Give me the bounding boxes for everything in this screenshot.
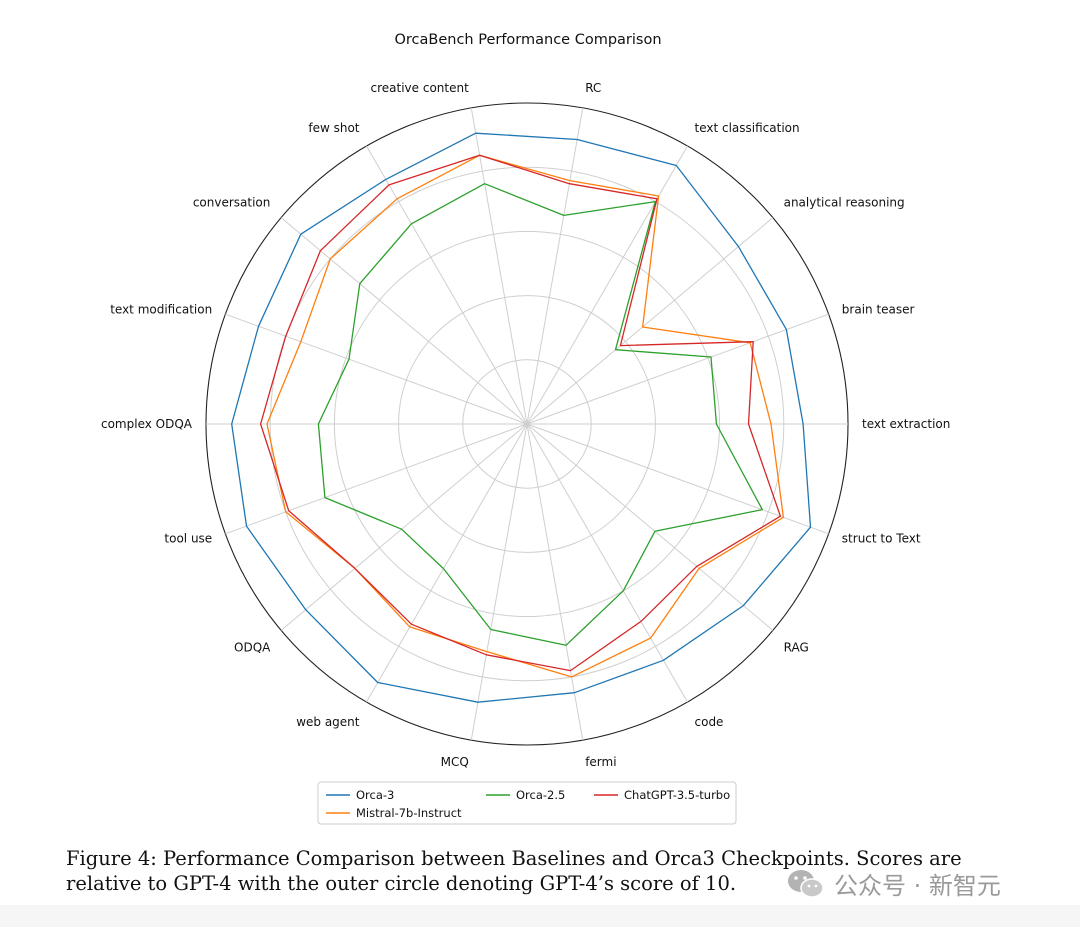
legend-box	[317, 781, 737, 825]
category-label: code	[695, 715, 724, 729]
spoke-line	[366, 423, 528, 703]
category-label: text extraction	[862, 417, 950, 431]
spoke-line	[526, 423, 688, 703]
figure-caption: Figure 4: Performance Comparison between…	[66, 846, 1006, 896]
legend-label: Orca-3	[356, 788, 394, 802]
series-line-orca-2-5	[317, 183, 763, 646]
category-label: conversation	[193, 196, 271, 210]
category-label: RC	[585, 81, 601, 95]
series-layer	[231, 132, 812, 703]
spoke-line	[526, 313, 829, 425]
category-label: text classification	[695, 121, 800, 135]
category-label: creative content	[371, 81, 470, 95]
category-label: tool use	[164, 532, 212, 546]
spoke-line	[526, 217, 774, 425]
spoke-line	[526, 423, 774, 631]
legend-label: ChatGPT-3.5-turbo	[624, 788, 730, 802]
series-line-chatgpt-3-5-turbo	[259, 154, 782, 672]
category-label: fermi	[585, 755, 616, 769]
watermark-text: 公众号 · 新智元	[834, 872, 1001, 900]
spoke-line	[526, 423, 584, 741]
spoke-line	[526, 145, 688, 425]
spoke-line	[225, 313, 528, 425]
category-label: analytical reasoning	[784, 196, 905, 210]
series-line-mistral-7b-instruct	[266, 154, 785, 678]
spoke-line	[526, 423, 829, 535]
spoke-line	[526, 107, 584, 425]
category-label: text modification	[110, 302, 212, 316]
caption-line-1: Figure 4: Performance Comparison between…	[66, 847, 962, 870]
category-label: brain teaser	[842, 302, 915, 316]
category-labels: text extraction brain teaser analytical re…	[101, 81, 950, 769]
spoke-line	[470, 423, 528, 741]
legend-label: Mistral-7b-Instruct	[356, 806, 462, 820]
spoke-line	[280, 423, 528, 631]
chart-title: OrcaBench Performance Comparison	[394, 32, 661, 48]
category-label: few shot	[308, 121, 359, 135]
legend: Orca-3 Mistral-7b-Instruct Orca-2.5 ChatGPT…	[317, 781, 737, 825]
category-label: ODQA	[234, 640, 271, 654]
spoke-line	[225, 423, 528, 535]
spoke-line	[280, 217, 528, 425]
radar-chart: OrcaBench Performance Comparison text ex…	[101, 32, 950, 825]
category-label: MCQ	[441, 755, 469, 769]
spoke-line	[366, 145, 528, 425]
wechat-icon	[788, 869, 824, 898]
category-label: RAG	[784, 640, 809, 654]
category-label: complex ODQA	[101, 417, 193, 431]
legend-label: Orca-2.5	[516, 788, 565, 802]
caption-line-2: relative to GPT-4 with the outer circle …	[66, 872, 737, 895]
watermark: 公众号 · 新智元	[786, 866, 1001, 901]
category-label: web agent	[296, 715, 360, 729]
radar-spokes	[206, 107, 848, 741]
spoke-line	[470, 107, 528, 425]
category-label: struct to Text	[842, 532, 921, 546]
series-line-orca-3	[231, 132, 812, 703]
bottom-band	[0, 905, 1080, 927]
